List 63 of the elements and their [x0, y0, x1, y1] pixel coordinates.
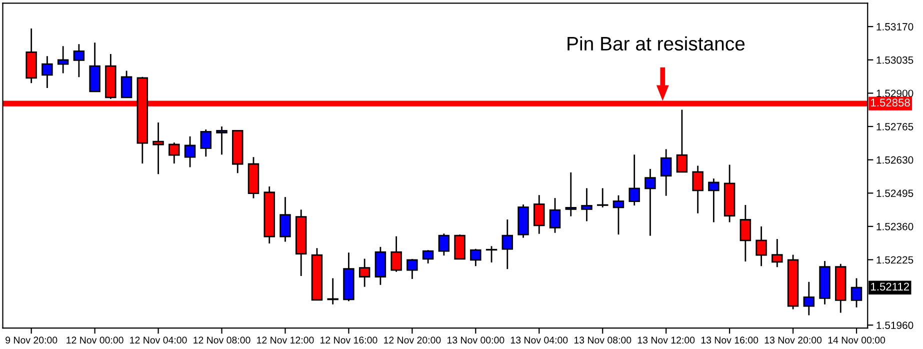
x-tick-label: 12 Nov 04:00: [130, 336, 187, 344]
candlestick: [676, 109, 688, 173]
candlestick: [120, 70, 132, 98]
x-tick-label: 12 Nov 12:00: [257, 336, 314, 344]
x-tick-label: 13 Nov 04:00: [510, 336, 568, 344]
candlestick: [644, 168, 656, 236]
candlestick: [596, 187, 608, 208]
candlestick: [280, 196, 291, 242]
candlestick: [692, 165, 704, 214]
ref-line-label: 1.52858: [871, 98, 910, 107]
candlestick: [327, 278, 338, 306]
candlestick: [756, 226, 767, 267]
x-tick-label: 12 Nov 00:00: [66, 336, 124, 344]
x-tick-label: 13 Nov 08:00: [574, 336, 632, 344]
annotation: 1.52112: [871, 282, 909, 291]
candlestick: [422, 249, 434, 264]
candlestick: [42, 55, 53, 89]
candlestick: [581, 187, 592, 222]
candlestick: [406, 258, 418, 280]
x-tick-label: 13 Nov 00:00: [447, 336, 504, 344]
candlestick: [200, 128, 212, 158]
candlestick: [216, 126, 228, 156]
candlestick: [502, 218, 514, 270]
y-tick-label: 1.52495: [876, 190, 914, 197]
annotation: Pin Bar at resistance: [568, 36, 745, 51]
y-tick-label: 1.52765: [876, 122, 914, 130]
candlestick: [850, 278, 862, 308]
candlestick: [486, 245, 498, 264]
candlestick: [660, 148, 672, 197]
y-tick-label: 1.52630: [876, 156, 914, 164]
candlestick: [73, 43, 85, 78]
y-tick-label: 1.53170: [876, 23, 914, 30]
candlestick: [152, 122, 164, 175]
x-tick-label: 14 Nov 00:00: [828, 336, 886, 344]
candlestick: [57, 45, 69, 74]
candlestick: [438, 232, 450, 256]
y-tick-label: 1.53035: [876, 56, 914, 64]
candlestick: [184, 136, 196, 168]
candlestick: [628, 154, 640, 206]
x-tick-label: 13 Nov 16:00: [701, 336, 758, 344]
candlestick: [470, 248, 482, 267]
y-tick-label: 1.52900: [876, 90, 914, 98]
candlestick: [454, 234, 466, 260]
candlestick: [708, 178, 720, 223]
candlestick: [740, 204, 752, 262]
y-tick-label: 1.51960: [876, 322, 914, 329]
candlestick: [612, 194, 624, 236]
candlestick: [549, 197, 561, 234]
candlestick: [803, 281, 815, 316]
candlestick: [390, 236, 402, 273]
x-tick-label: 12 Nov 08:00: [194, 336, 250, 344]
candlestick: [772, 238, 783, 268]
y-tick-label: 1.52360: [876, 222, 914, 230]
x-tick-label: 9 Nov 20:00: [6, 336, 58, 344]
x-tick-label: 13 Nov 20:00: [764, 336, 822, 344]
candlestick: [168, 142, 180, 164]
x-tick-label: 13 Nov 12:00: [638, 336, 695, 344]
candlestick: [565, 172, 576, 217]
candlestick: [358, 258, 370, 288]
x-tick-label: 12 Nov 20:00: [384, 336, 441, 344]
y-tick-label: 1.52225: [876, 256, 914, 264]
candlestick: [534, 194, 545, 235]
x-tick-label: 12 Nov 16:00: [320, 336, 378, 344]
